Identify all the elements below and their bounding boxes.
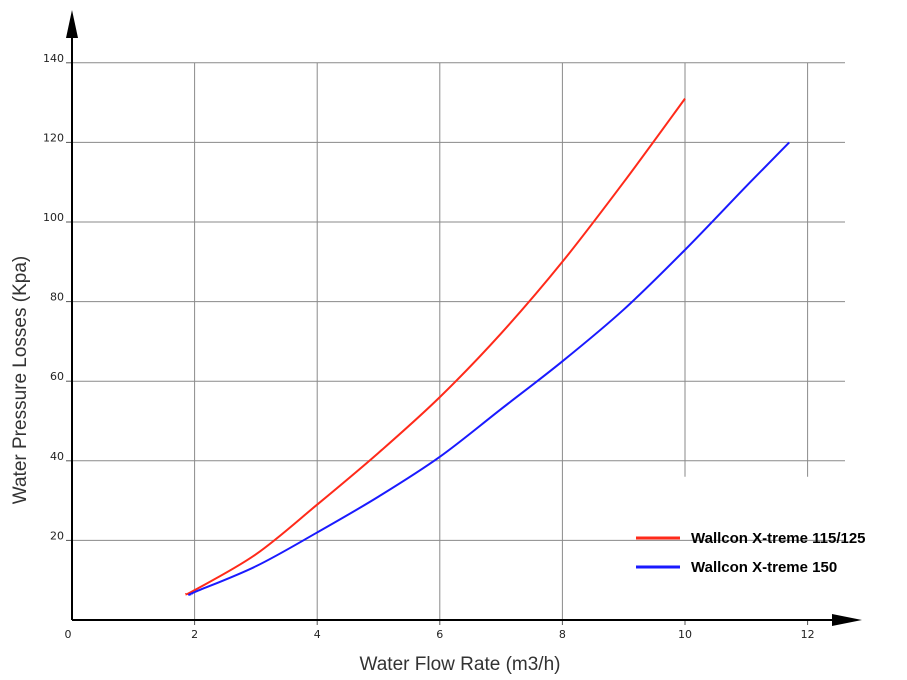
x-axis-title: Water Flow Rate (m3/h) — [360, 654, 561, 675]
y-tick-label: 80 — [50, 291, 64, 304]
y-tick-label: 20 — [50, 529, 64, 542]
x-tick-label: 6 — [436, 628, 443, 641]
y-axis-title: Water Pressure Losses (Kpa) — [10, 256, 31, 505]
x-tick-label: 10 — [678, 628, 692, 641]
x-tick-label: 12 — [801, 628, 815, 641]
x-tick-label: 8 — [559, 628, 566, 641]
y-axis-arrow — [66, 10, 78, 38]
y-tick-label: 100 — [43, 211, 64, 224]
series-line-1 — [184, 98, 686, 596]
series-lines — [184, 98, 790, 596]
x-tick-label: 0 — [65, 628, 72, 641]
y-tick-label: 120 — [43, 131, 64, 144]
legend-label-series-1: Wallcon X-treme 115/125 — [691, 530, 866, 547]
legend-label-series-2: Wallcon X-treme 150 — [691, 559, 837, 576]
y-tick-label: 60 — [50, 370, 64, 383]
legend: Wallcon X-treme 115/125 Wallcon X-treme … — [636, 530, 866, 576]
x-tick-label: 4 — [314, 628, 321, 641]
x-tick-label: 2 — [191, 628, 198, 641]
tick-labels: 20 40 60 80 100 120 140 0 2 4 6 8 10 12 — [43, 52, 815, 641]
axes — [66, 10, 862, 626]
y-tick-label: 140 — [43, 52, 64, 65]
x-axis-arrow — [832, 614, 862, 626]
grid-lines — [66, 62, 845, 625]
series-line-2 — [188, 141, 790, 596]
y-tick-label: 40 — [50, 450, 64, 463]
